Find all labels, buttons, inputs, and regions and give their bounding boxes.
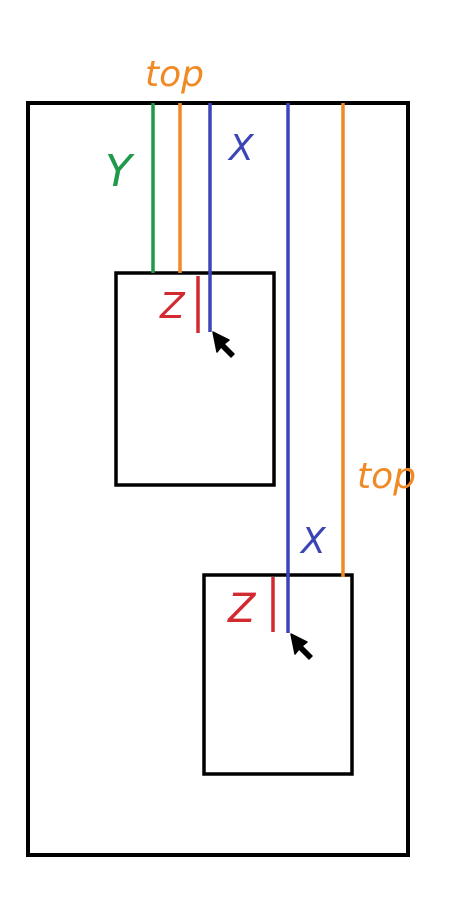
z-label-lower: Z [227,586,257,632]
top-label-lower: top [357,456,416,497]
arrow-pointer-icon [212,331,235,358]
y-label: Y [105,146,135,197]
x-label-upper: X [227,128,255,169]
x-label-lower: X [299,521,327,562]
top-label-upper: top [145,54,204,95]
z-label-upper: Z [159,286,186,327]
lower-box [202,573,354,776]
outer-container [26,101,410,857]
upper-box [114,271,276,487]
arrow-pointer-icon [290,633,313,660]
